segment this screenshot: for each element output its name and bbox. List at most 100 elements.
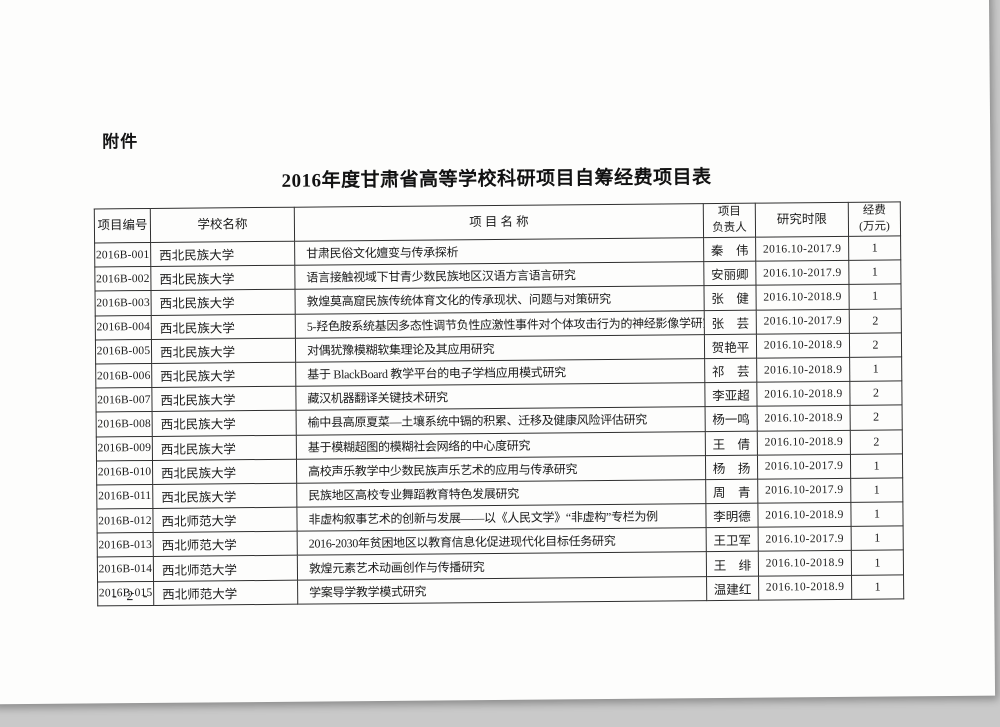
project-name-cell: 对偶犹豫模糊软集理论及其应用研究: [295, 334, 705, 363]
budget-cell: 2: [849, 332, 902, 358]
school-name-cell: 西北民族大学: [152, 483, 297, 509]
research-period-cell: 2016.10-2018.9: [756, 381, 851, 407]
school-name-cell: 西北民族大学: [151, 289, 296, 316]
research-period-cell: 2016.10-2018.9: [755, 284, 850, 310]
budget-cell: 1: [851, 550, 904, 575]
table-body: 2016B-001 西北民族大学 甘肃民俗文化嬗变与传承探析 秦 伟 2016.…: [94, 235, 904, 606]
project-name-cell: 基于模糊超图的模糊社会网络的中心度研究: [296, 431, 706, 459]
project-name-cell: 藏汉机器翻译关键技术研究: [295, 382, 706, 411]
project-id-cell: 2016B-004: [95, 315, 152, 340]
school-name-cell: 西北师范大学: [153, 579, 298, 606]
research-period-cell: 2016.10-2017.9: [755, 260, 849, 286]
header-research-period: 研究时限: [755, 202, 849, 238]
project-leader-cell: 杨 扬: [705, 454, 758, 480]
budget-cell: 1: [851, 526, 904, 551]
project-leader-cell: 张 健: [703, 285, 757, 311]
school-name-cell: 西北民族大学: [152, 434, 297, 461]
project-name-cell: 语言接触视域下甘青少数民族地区汉语方言语言研究: [294, 261, 704, 290]
project-name-cell: 2016-2030年贫困地区以教育信息化促进现代化目标任务研究: [297, 527, 707, 556]
research-period-cell: 2016.10-2018.9: [757, 502, 852, 528]
scanned-document-page: 附件 2016年度甘肃省高等学校科研项目自筹经费项目表 项目编号 学校名称 项 …: [0, 0, 996, 705]
project-leader-cell: 杨一鸣: [705, 406, 758, 432]
budget-cell: 1: [849, 356, 902, 382]
budget-cell: 2: [850, 405, 903, 430]
school-name-cell: 西北民族大学: [152, 458, 297, 485]
project-id-cell: 2016B-008: [96, 411, 153, 437]
project-name-cell: 民族地区高校专业舞蹈教育特色发展研究: [296, 479, 706, 508]
project-leader-cell: 王 倩: [705, 430, 758, 456]
project-name-cell: 甘肃民俗文化嬗变与传承探析: [294, 237, 704, 266]
header-budget-line2: (万元): [859, 220, 890, 233]
header-school-name: 学校名称: [150, 207, 295, 243]
research-period-cell: 2016.10-2018.9: [758, 550, 852, 576]
header-project-leader: 项目 负责人: [703, 203, 756, 238]
header-project-id: 项目编号: [94, 208, 151, 243]
project-name-cell: 5-羟色胺系统基因多态性调节负性应激性事件对个体攻击行为的神经影像学研究: [295, 310, 705, 338]
project-id-cell: 2016B-006: [95, 363, 152, 389]
project-leader-cell: 温建红: [706, 575, 759, 601]
project-leader-cell: 李亚超: [704, 382, 758, 407]
projects-table: 项目编号 学校名称 项 目 名 称 项目 负责人 研究时限 经费 (万元) 20…: [93, 201, 905, 607]
school-name-cell: 西北民族大学: [150, 241, 295, 267]
header-leader-line1: 项目: [717, 205, 741, 218]
project-leader-cell: 周 青: [705, 479, 758, 504]
project-id-cell: 2016B-002: [94, 266, 152, 292]
school-name-cell: 西北民族大学: [151, 362, 296, 388]
project-name-cell: 学案导学教学模式研究: [297, 576, 707, 605]
project-leader-cell: 王卫军: [706, 527, 759, 553]
research-period-cell: 2016.10-2018.9: [756, 333, 850, 359]
school-name-cell: 西北民族大学: [150, 265, 296, 291]
project-name-cell: 榆中县高原夏菜—土壤系统中镉的积累、迁移及健康风险评估研究: [296, 406, 706, 435]
project-id-cell: 2016B-014: [97, 556, 154, 582]
project-id-cell: 2016B-013: [97, 532, 154, 558]
project-leader-cell: 李明德: [705, 503, 759, 528]
school-name-cell: 西北师范大学: [152, 507, 298, 533]
project-leader-cell: 王 绯: [706, 551, 759, 577]
budget-cell: 1: [850, 501, 904, 527]
header-budget-line1: 经费: [862, 204, 886, 217]
project-leader-cell: 安丽卿: [703, 261, 756, 287]
research-period-cell: 2016.10-2018.9: [758, 574, 852, 600]
school-name-cell: 西北民族大学: [151, 337, 296, 364]
project-name-cell: 非虚构叙事艺术的创新与发展——以《人民文学》“非虚构”专栏为例: [296, 503, 707, 532]
attachment-label: 附件: [102, 132, 139, 152]
project-leader-cell: 祁 芸: [704, 358, 757, 383]
header-budget: 经费 (万元): [848, 201, 901, 237]
budget-cell: 2: [849, 381, 903, 406]
project-name-cell: 高校声乐教学中少数民族声乐艺术的应用与传承研究: [296, 455, 706, 484]
budget-cell: 1: [851, 574, 904, 600]
research-period-cell: 2016.10-2017.9: [757, 454, 851, 480]
budget-cell: 1: [850, 453, 903, 479]
research-period-cell: 2016.10-2018.9: [756, 357, 850, 383]
research-period-cell: 2016.10-2017.9: [758, 526, 852, 552]
project-leader-cell: 张 芸: [704, 309, 757, 335]
project-name-cell: 基于 BlackBoard 教学平台的电子学档应用模式研究: [295, 358, 705, 387]
school-name-cell: 西北民族大学: [151, 313, 296, 340]
project-id-cell: 2016B-007: [95, 387, 153, 413]
school-name-cell: 西北民族大学: [152, 410, 297, 436]
school-name-cell: 西北师范大学: [153, 531, 298, 557]
header-leader-line2: 负责人: [712, 221, 747, 234]
school-name-cell: 西北民族大学: [151, 386, 297, 412]
research-period-cell: 2016.10-2017.9: [757, 478, 851, 504]
research-period-cell: 2016.10-2017.9: [755, 236, 849, 262]
project-name-cell: 敦煌元素艺术动画创作与传播研究: [297, 552, 707, 580]
project-id-cell: 2016B-012: [96, 508, 154, 534]
header-project-name: 项 目 名 称: [294, 203, 704, 242]
research-period-cell: 2016.10-2017.9: [756, 308, 850, 334]
project-id-cell: 2016B-011: [96, 484, 153, 509]
budget-cell: 1: [848, 235, 901, 261]
research-period-cell: 2016.10-2018.9: [757, 405, 851, 431]
budget-cell: 2: [849, 308, 902, 334]
project-id-cell: 2016B-001: [94, 242, 151, 268]
page-number: - 2 -: [112, 588, 151, 605]
project-id-cell: 2016B-003: [95, 290, 152, 316]
budget-cell: 2: [850, 429, 903, 455]
project-id-cell: 2016B-005: [95, 339, 152, 364]
document-title: 2016年度甘肃省高等学校科研项目自筹经费项目表: [281, 167, 712, 192]
project-id-cell: 2016B-009: [96, 435, 153, 461]
project-leader-cell: 秦 伟: [703, 237, 756, 262]
project-leader-cell: 贺艳平: [704, 333, 757, 359]
budget-cell: 1: [850, 477, 903, 503]
research-period-cell: 2016.10-2018.9: [757, 429, 851, 455]
